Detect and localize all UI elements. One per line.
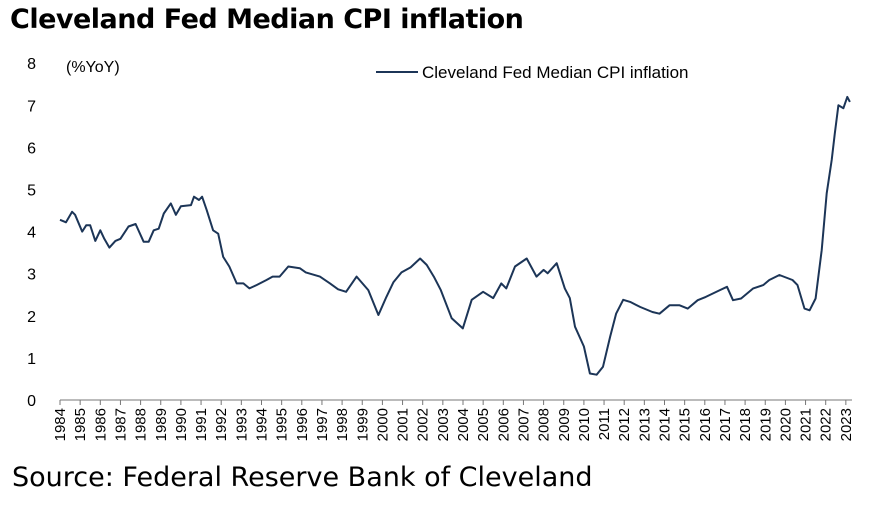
y-tick-label: 2: [27, 309, 36, 326]
x-tick-label: 1985: [72, 408, 89, 441]
x-tick-label: 2006: [495, 408, 512, 441]
x-tick-label: 1991: [193, 408, 210, 441]
y-tick-label: 6: [27, 140, 36, 157]
y-tick-label: 0: [27, 393, 36, 410]
x-tick-label: 2000: [374, 408, 391, 441]
x-tick-label: 2005: [475, 408, 492, 441]
legend-label: Cleveland Fed Median CPI inflation: [422, 63, 688, 82]
series-line-median-cpi: [59, 95, 851, 376]
x-tick-label: 2007: [515, 408, 532, 441]
x-tick-label: 2022: [818, 408, 835, 441]
y-tick-label: 3: [27, 267, 36, 284]
x-tick-label: 1995: [274, 408, 291, 441]
chart-title: Cleveland Fed Median CPI inflation: [10, 4, 524, 35]
x-tick-label: 2009: [556, 408, 573, 441]
x-tick-label: 1984: [52, 408, 69, 441]
y-tick-label: 5: [27, 183, 36, 200]
x-tick-label: 1987: [112, 408, 129, 441]
x-tick-label: 1989: [153, 408, 170, 441]
y-tick-label: 1: [27, 351, 36, 368]
x-tick-label: 2004: [455, 408, 472, 441]
y-axis-unit-label: (%YoY): [66, 59, 120, 76]
x-tick-label: 2016: [697, 408, 714, 441]
x-tick-label: 2012: [616, 408, 633, 441]
x-axis-ticks: 1984 1985 1986 1987 1988 1989 1990 1991 1992 1993…: [52, 400, 855, 441]
legend: Cleveland Fed Median CPI inflation: [376, 63, 688, 82]
x-tick-label: 2020: [777, 408, 794, 441]
x-tick-label: 2017: [717, 408, 734, 441]
x-tick-label: 1996: [294, 408, 311, 441]
y-axis-ticks: 0 1 2 3 4 5 6 7 8: [27, 56, 36, 410]
x-tick-label: 2021: [798, 408, 815, 441]
x-tick-label: 1997: [314, 408, 331, 441]
x-tick-label: 1999: [354, 408, 371, 441]
x-tick-label: 2010: [576, 408, 593, 441]
x-tick-label: 1990: [173, 408, 190, 441]
x-tick-label: 1993: [233, 408, 250, 441]
y-tick-label: 8: [27, 56, 36, 73]
x-tick-label: 2013: [636, 408, 653, 441]
x-tick-label: 1998: [334, 408, 351, 441]
x-tick-label: 2023: [838, 408, 855, 441]
x-tick-label: 1994: [254, 408, 271, 441]
x-tick-label: 2018: [737, 408, 754, 441]
source-note: Source: Federal Reserve Bank of Clevelan…: [12, 462, 593, 493]
x-tick-label: 1988: [133, 408, 150, 441]
x-tick-label: 2011: [596, 408, 613, 440]
x-tick-label: 1992: [213, 408, 230, 441]
x-tick-label: 2002: [415, 408, 432, 441]
x-tick-label: 2015: [677, 408, 694, 441]
y-tick-label: 7: [27, 98, 36, 115]
x-tick-label: 2014: [657, 408, 674, 441]
x-tick-label: 1986: [92, 408, 109, 441]
x-tick-label: 2001: [395, 408, 412, 441]
y-tick-label: 4: [27, 225, 36, 242]
x-tick-label: 2019: [757, 408, 774, 441]
x-tick-label: 2008: [536, 408, 553, 441]
x-tick-label: 2003: [435, 408, 452, 441]
